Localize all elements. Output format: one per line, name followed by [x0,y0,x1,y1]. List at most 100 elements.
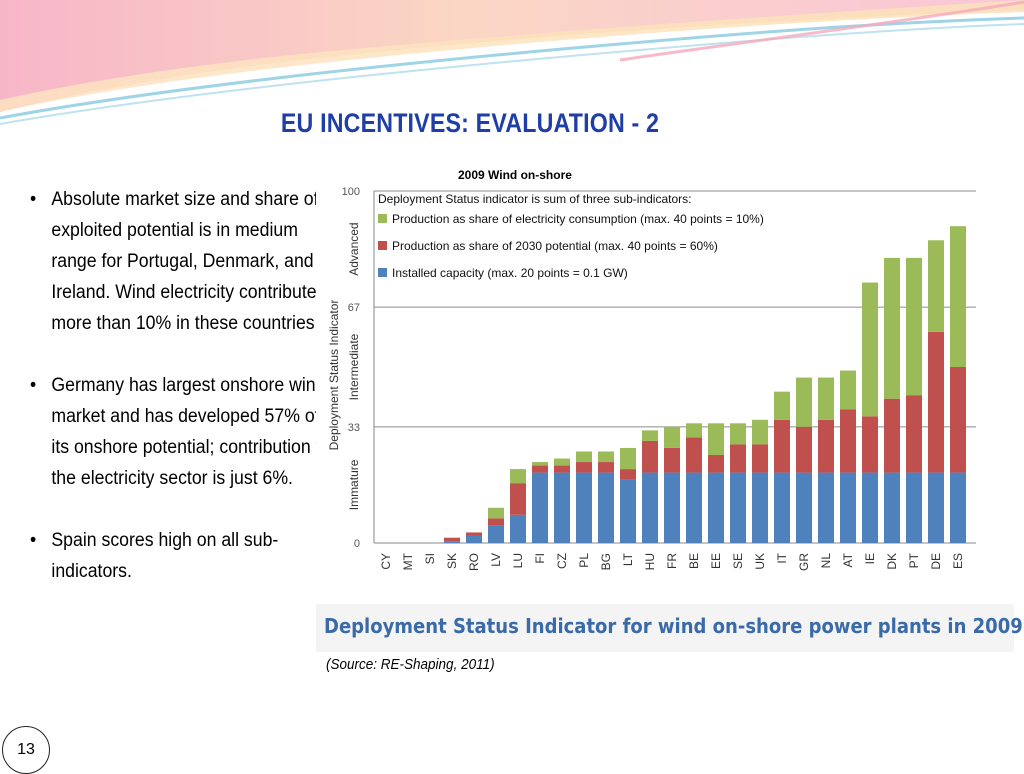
bar-production-consumption-it [774,391,790,420]
x-tick-label: NL [819,553,833,569]
bar-production-potential-cz [554,465,570,473]
bar-production-consumption-lu [510,469,526,484]
bar-production-potential-se [730,444,746,473]
bar-production-potential-de [928,331,944,473]
x-tick-label: SK [445,553,459,569]
legend-label-production-consumption: Production as share of electricity consu… [392,212,764,226]
bar-installed-lt [620,479,636,543]
bar-production-potential-ro [466,532,482,536]
bar-production-consumption-fi [532,462,548,466]
bar-installed-de [928,472,944,543]
bar-production-consumption-cz [554,458,570,466]
bar-production-potential-bg [598,462,614,473]
bar-production-consumption-hu [642,430,658,441]
x-tick-label: HU [643,553,657,570]
x-tick-label: CY [379,553,393,570]
decorative-banner [0,0,1024,125]
legend-swatch-production-consumption [378,214,387,223]
bar-production-consumption-gr [796,377,812,427]
x-tick-label: DE [929,553,943,570]
bullet-text: Spain scores high on all sub-indicators. [51,530,279,582]
bar-installed-sk [444,541,460,543]
bar-production-consumption-fr [664,426,680,448]
x-tick-label: FR [665,553,679,569]
bar-production-potential-fr [664,447,680,473]
x-tick-label: ES [951,553,965,569]
bar-production-consumption-se [730,423,746,445]
bar-production-potential-nl [818,419,834,473]
bullet-item: • Absolute market size and share of expl… [30,184,330,339]
bar-installed-be [686,472,702,543]
bar-production-consumption-nl [818,377,834,420]
bar-installed-es [950,472,966,543]
x-tick-label: IE [863,553,877,564]
bar-production-potential-sk [444,537,460,542]
bar-production-potential-lt [620,469,636,480]
bullet-text: Absolute market size and share of exploi… [51,189,326,334]
bar-production-potential-pl [576,462,592,473]
source-note: (Source: RE-Shaping, 2011) [326,656,495,673]
zone-label-intermediate: Intermediate [347,333,361,400]
x-tick-label: FI [533,553,547,564]
bar-production-consumption-es [950,226,966,367]
bar-installed-uk [752,472,768,543]
x-tick-label: LV [489,553,503,567]
bar-installed-fi [532,472,548,543]
bar-production-consumption-pl [576,451,592,463]
x-tick-label: PT [907,552,921,568]
chart-caption: Deployment Status Indicator for wind on-… [324,614,1023,638]
bar-installed-lv [488,525,504,543]
bar-installed-nl [818,472,834,543]
bar-installed-lu [510,514,526,543]
x-tick-label: MT [401,552,415,570]
bar-production-potential-ie [862,416,878,473]
x-tick-label: SE [731,553,745,569]
slide-title: EU INCENTIVES: EVALUATION - 2 [280,108,660,138]
bar-production-potential-gr [796,426,812,473]
legend-swatch-installed [378,268,387,277]
bar-production-consumption-lt [620,447,636,470]
bar-production-potential-lu [510,483,526,515]
bar-installed-se [730,472,746,543]
bar-installed-bg [598,472,614,543]
bar-installed-cz [554,472,570,543]
zone-label-immature: Immature [347,459,361,510]
bar-installed-hu [642,472,658,543]
legend-label-production-potential: Production as share of 2030 potential (m… [392,239,718,253]
x-tick-label: BE [687,553,701,569]
bar-production-consumption-de [928,240,944,332]
y-tick-label: 0 [354,538,360,550]
x-tick-label: UK [753,553,767,570]
bar-production-potential-it [774,419,790,473]
legend-heading: Deployment Status indicator is sum of th… [378,192,691,206]
bar-production-consumption-dk [884,257,900,399]
bar-production-potential-uk [752,444,768,473]
bar-production-consumption-uk [752,419,768,445]
y-tick-label: 33 [348,422,360,434]
chart-title: 2009 Wind on-shore [458,168,572,182]
bar-installed-fr [664,472,680,543]
bar-production-consumption-lv [488,507,504,519]
x-tick-label: DK [885,553,899,570]
bar-installed-ee [708,472,724,543]
x-tick-label: GR [797,553,811,571]
bar-production-consumption-pt [906,257,922,396]
bar-installed-gr [796,472,812,543]
x-tick-label: LU [511,553,525,568]
bar-production-potential-es [950,367,966,473]
x-tick-label: PL [577,553,591,568]
bar-installed-dk [884,472,900,543]
bar-installed-ie [862,472,878,543]
x-tick-label: LT [621,552,635,566]
x-tick-label: IT [775,552,789,563]
bar-production-potential-at [840,409,856,473]
x-tick-label: AT [841,552,855,567]
x-tick-label: CZ [555,553,569,569]
bullet-marker: • [30,375,37,396]
bar-production-consumption-be [686,423,702,438]
bar-production-consumption-at [840,370,856,410]
bar-production-consumption-ie [862,282,878,417]
bar-installed-at [840,472,856,543]
bar-installed-pt [906,472,922,543]
bar-production-potential-lv [488,518,504,526]
